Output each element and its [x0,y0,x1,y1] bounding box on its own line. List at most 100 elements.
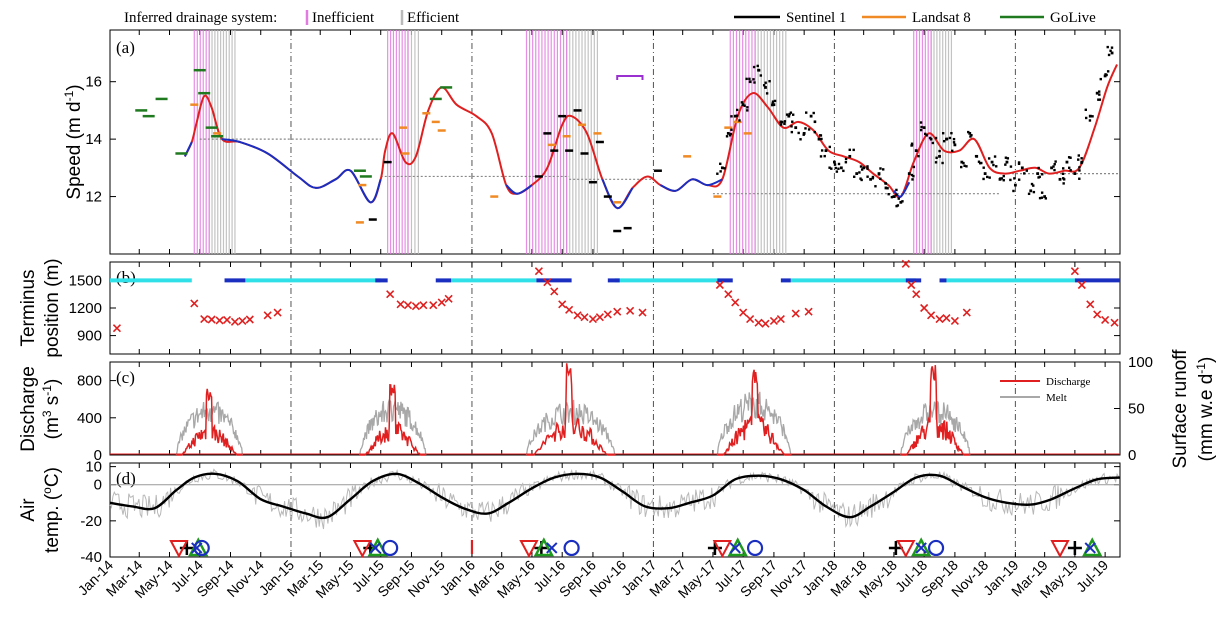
terminus-position-marker [731,298,740,307]
sentinel-dense-point [950,131,953,135]
sentinel-dense-point [1077,158,1080,161]
triangle-down-event-marker [896,539,916,559]
sentinel-dense-point [1097,90,1101,93]
sentinel-dense-point [768,80,771,83]
sentinel-dense-point [753,81,756,84]
sentinel-dense-point [1043,195,1047,198]
sentinel-dense-point [833,160,836,164]
sentinel-dense-point [992,163,995,167]
sentinel-dense-point [1052,165,1055,168]
sentinel-dense-point [866,175,869,178]
landsat-legend-label: Landsat 8 [912,10,971,26]
sentinel-dense-point [982,177,985,181]
terminus-position-marker [1110,318,1119,327]
sentinel-dense-point [1073,172,1077,175]
sentinel-dense-point [799,138,802,141]
sentinel-dense-point [743,104,746,107]
sentinel-dense-point [1097,98,1100,101]
sentinel-dense-point [1061,172,1065,175]
sentinel-dense-point [1110,46,1114,49]
sentinel-dense-point [890,195,894,199]
sentinel-dense-point [941,132,945,135]
sentinel-dense-point [748,80,752,84]
sentinel-dense-point [1004,156,1008,159]
panel-a-ytick-label: 16 [85,74,102,91]
sentinel-dense-point [759,74,763,77]
x-tick-label: Jul-19 [1073,557,1111,595]
sentinel-dense-point [1110,51,1114,55]
panel-c-ytick-label: 0 [94,447,102,464]
sentinel-dense-point [1098,98,1102,101]
sentinel-dense-point [925,134,928,137]
sentinel-dense-point [999,177,1002,180]
sentinel-dense-point [988,176,991,179]
terminus-position-marker [238,316,247,325]
terminus-position-marker [200,314,209,324]
panel-c-right-ytick-label: 50 [1128,401,1145,418]
panel-b-ytick-label: 1200 [69,300,102,317]
sentinel-dense-point [860,168,864,171]
terminus-position-marker [746,314,755,324]
sentinel-dense-point [757,69,761,72]
efficient-legend-label: Efficient [407,10,460,26]
sentinel-dense-point [762,84,766,87]
sentinel-dense-point [962,161,965,165]
sentinel-dense-point [716,172,719,175]
sentinel-dense-point [1017,161,1021,164]
sentinel-dense-point [895,204,898,208]
sentinel-dense-point [764,86,767,89]
sentinel-dense-point [884,182,887,185]
sentinel-dense-point [882,168,885,171]
sentinel-dense-point [833,163,837,166]
sentinel-dense-point [1058,177,1062,181]
panel-d-ytick-label: -40 [80,549,102,566]
sentinel-dense-point [871,177,875,180]
sentinel-dense-point [807,128,811,131]
sentinel-dense-point [802,133,805,136]
cross-event-marker [1084,542,1096,554]
terminus-position-marker [942,314,951,323]
terminus-position-marker [935,314,944,324]
terminus-position-marker [230,317,240,326]
triangle-down-event-marker [169,539,189,559]
sentinel-dense-point [1062,177,1065,180]
cross-event-marker [729,542,741,554]
sentinel-dense-point [1012,189,1015,193]
panel-d-ytick-label: -20 [80,513,102,530]
sentinel-dense-point [967,130,970,134]
sentinel-dense-point [995,165,998,168]
sentinel-dense-point [1002,179,1005,182]
sentinel-dense-point [752,65,756,69]
sentinel-dense-point [923,132,927,136]
discharge-series-line [176,388,243,456]
sentinel-dense-point [895,188,898,192]
terminus-position-marker [950,316,959,325]
sentinel-dense-point [1103,74,1107,78]
sentinel-dense-point [726,131,730,135]
panel-d-label: (d) [116,469,136,488]
terminus-position-marker [550,287,559,296]
sentinel-dense-point [730,115,733,118]
terminus-position-marker [754,318,763,327]
triangle-down-event-marker [519,539,539,559]
melt-series-line [900,401,971,456]
sentinel-dense-point [960,160,964,164]
sentinel-dense-point [859,165,863,168]
sentinel-dense-point [1009,178,1012,182]
sentinel-dense-point [771,103,774,107]
terminus-position-marker [222,315,232,325]
sentinel-dense-point [746,109,749,112]
sentinel-dense-point [948,136,952,140]
sentinel-dense-point [1078,169,1081,172]
sentinel-dense-point [1040,196,1044,199]
panel-b-label: (b) [116,268,136,287]
sentinel-dense-point [1013,183,1017,187]
sentinel-dense-point [1038,196,1042,200]
sentinel-dense-point [720,166,724,170]
panel-a-label: (a) [116,38,135,57]
sentinel-dense-point [1084,116,1088,120]
sentinel-dense-point [941,161,944,165]
sentinel-dense-point [895,193,898,196]
triangle-down-event-marker [1050,539,1070,559]
sentinel-dense-point [859,177,862,180]
